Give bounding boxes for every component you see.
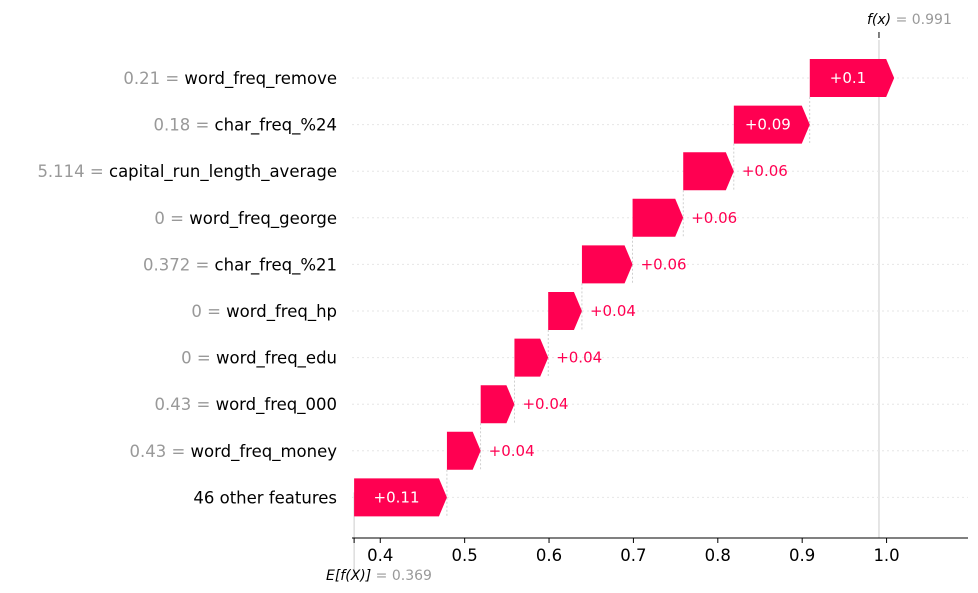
expected-value-label: E[f(X)] = 0.369 <box>326 568 432 584</box>
feature-value: 0 = <box>181 349 216 368</box>
feature-name: word_freq_remove <box>184 69 337 89</box>
feature-value: 0.21 = <box>123 69 184 88</box>
x-tick-label: 0.7 <box>620 546 646 565</box>
x-tick-label: 0.6 <box>536 546 562 565</box>
feature-label: 0 = word_freq_george <box>154 209 337 229</box>
x-tick-label: 0.4 <box>367 546 393 565</box>
contribution-bar <box>548 292 582 330</box>
feature-name: word_freq_george <box>189 209 337 229</box>
feature-value: 0 = <box>191 302 226 321</box>
feature-name: capital_run_length_average <box>109 162 337 182</box>
feature-value: 5.114 = <box>37 162 109 181</box>
fx-value-label: f(x) = 0.991 <box>867 12 952 28</box>
bar-value-label: +0.11 <box>374 488 420 506</box>
feature-label: 46 other features <box>193 488 337 507</box>
feature-value: 0.18 = <box>153 116 214 135</box>
x-axis: 0.4 0.5 0.6 0.7 0.8 0.9 1.0 E[f(X)] = 0.369 <box>326 537 968 584</box>
contribution-bar <box>480 385 515 424</box>
feature-value: 0.372 = <box>143 255 215 274</box>
bar-value-label: +0.06 <box>641 255 687 273</box>
bar-value-label: +0.06 <box>691 209 737 227</box>
feature-name: word_freq_money <box>191 442 338 462</box>
feature-name: char_freq_%21 <box>215 255 337 275</box>
x-tick-label: 0.8 <box>705 546 731 565</box>
bar-value-label: +0.06 <box>742 162 788 180</box>
feature-label: 0.18 = char_freq_%24 <box>153 116 337 136</box>
contribution-bar <box>514 338 549 377</box>
feature-label: 0.43 = word_freq_000 <box>155 395 337 415</box>
bar-value-label: +0.1 <box>830 69 866 87</box>
feature-name: word_freq_hp <box>226 302 337 322</box>
contribution-bar <box>581 245 633 284</box>
contribution-bar <box>446 431 481 470</box>
feature-label: 0 = word_freq_edu <box>181 349 337 369</box>
feature-name: word_freq_edu <box>216 349 337 369</box>
contribution-bar <box>733 105 810 144</box>
feature-label: 0.372 = char_freq_%21 <box>143 255 337 275</box>
feature-value: 0 = <box>154 209 189 228</box>
bar-value-label: +0.04 <box>556 349 602 367</box>
contribution-bar <box>683 152 734 191</box>
contribution-bars: +0.1 +0.09 +0.06 +0.06 +0.06 +0.04 +0.04 +0.04 +… <box>354 59 895 517</box>
bar-value-label: +0.04 <box>522 395 568 413</box>
x-tick-label: 1.0 <box>873 546 899 565</box>
fx-marker: f(x) = 0.991 <box>867 12 952 38</box>
contribution-bar <box>632 198 684 237</box>
bar-value-label: +0.04 <box>590 302 636 320</box>
feature-label: 5.114 = capital_run_length_average <box>37 162 337 182</box>
feature-name: 46 other features <box>193 488 337 507</box>
feature-value: 0.43 = <box>155 395 216 414</box>
contribution-bar <box>354 478 447 517</box>
bar-value-label: +0.04 <box>489 442 535 460</box>
feature-name: word_freq_000 <box>216 395 337 415</box>
feature-value: 0.43 = <box>129 442 190 461</box>
x-tick-label: 0.5 <box>452 546 478 565</box>
x-tick-label: 0.9 <box>789 546 815 565</box>
feature-label: 0 = word_freq_hp <box>191 302 337 322</box>
feature-name: char_freq_%24 <box>215 116 337 136</box>
feature-label: 0.43 = word_freq_money <box>129 442 337 462</box>
contribution-bar <box>809 59 895 97</box>
feature-label: 0.21 = word_freq_remove <box>123 69 337 89</box>
feature-labels: 0.21 = word_freq_remove 0.18 = char_freq_… <box>37 69 337 507</box>
bar-value-label: +0.09 <box>745 116 791 134</box>
